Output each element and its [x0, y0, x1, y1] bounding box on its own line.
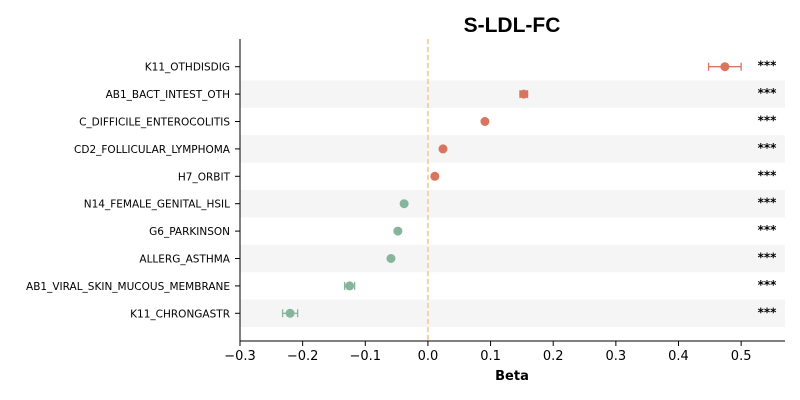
category-label: AB1_VIRAL_SKIN_MUCOUS_MEMBRANE: [26, 281, 230, 293]
data-point: [438, 144, 448, 154]
category-label: AB1_BACT_INTEST_OTH: [106, 89, 230, 101]
category-label: K11_OTHDISDIG: [145, 62, 230, 74]
significance-label: ***: [758, 59, 778, 73]
data-point: [345, 281, 355, 291]
row-shade: [240, 244, 785, 273]
x-tick-label: −0.3: [224, 349, 256, 364]
category-label: C_DIFFICILE_ENTEROCOLITIS: [79, 117, 230, 129]
significance-label: ***: [758, 223, 778, 237]
significance-label: ***: [758, 251, 778, 265]
significance-label: ***: [758, 168, 778, 182]
x-tick-label: 0.0: [418, 349, 439, 364]
row-shade: [240, 135, 785, 163]
data-point: [285, 308, 295, 318]
plot-area: −0.3 −0.2 −0.1 0.0 0.1 0.2 0.3 0.4 0.5 K11_OTHDIS…: [26, 39, 785, 364]
data-point: [386, 254, 396, 263]
category-label: H7_ORBIT: [178, 171, 231, 183]
data-point: [519, 89, 529, 99]
significance-label: ***: [758, 141, 778, 155]
x-tick-label: 0.3: [606, 349, 627, 364]
x-tick-label: 0.5: [731, 349, 752, 364]
row-shade: [240, 190, 785, 218]
significance-label: ***: [758, 86, 778, 100]
x-tick-label: −0.2: [287, 349, 319, 364]
row-shade: [240, 80, 785, 108]
significance-label: ***: [758, 305, 778, 319]
x-axis-label: Beta: [495, 369, 529, 384]
data-point: [393, 226, 403, 236]
x-tick-label: 0.4: [668, 349, 689, 364]
chart-title: S-LDL-FC: [464, 14, 561, 37]
category-label: G6_PARKINSON: [149, 226, 230, 238]
significance-label: ***: [758, 278, 778, 292]
data-point: [430, 171, 440, 181]
data-point: [720, 62, 730, 72]
x-tick-label: 0.2: [543, 349, 564, 364]
category-label: ALLERG_ASTHMA: [139, 254, 230, 266]
data-point: [480, 117, 490, 126]
category-label: K11_CHRONGASTR: [130, 308, 230, 320]
data-point: [399, 199, 409, 209]
x-tick-label: 0.1: [480, 349, 501, 364]
category-label: N14_FEMALE_GENITAL_HSIL: [84, 199, 230, 211]
row-shade: [240, 299, 785, 327]
significance-label: ***: [758, 196, 778, 210]
significance-label: ***: [758, 114, 778, 128]
x-tick-label: −0.1: [349, 349, 381, 364]
category-label: CD2_FOLLICULAR_LYMPHOMA: [74, 144, 231, 156]
